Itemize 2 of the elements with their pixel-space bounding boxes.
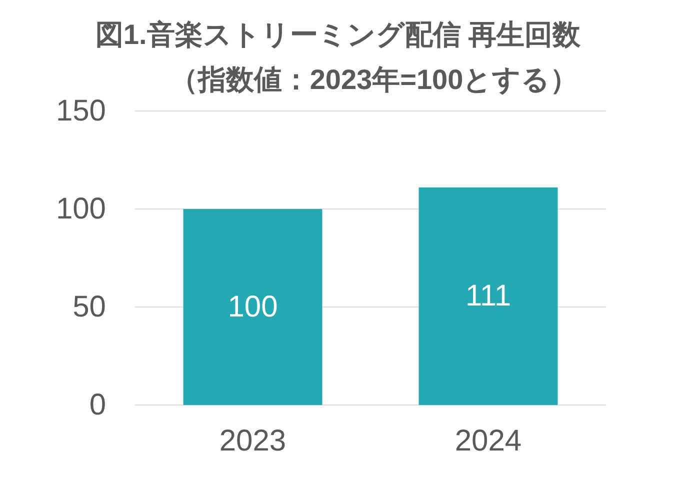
subtitle: （指数値：2023年=100とする） <box>170 64 578 95</box>
title: 図1.音楽ストリーミング配信 再生回数 <box>95 19 581 50</box>
